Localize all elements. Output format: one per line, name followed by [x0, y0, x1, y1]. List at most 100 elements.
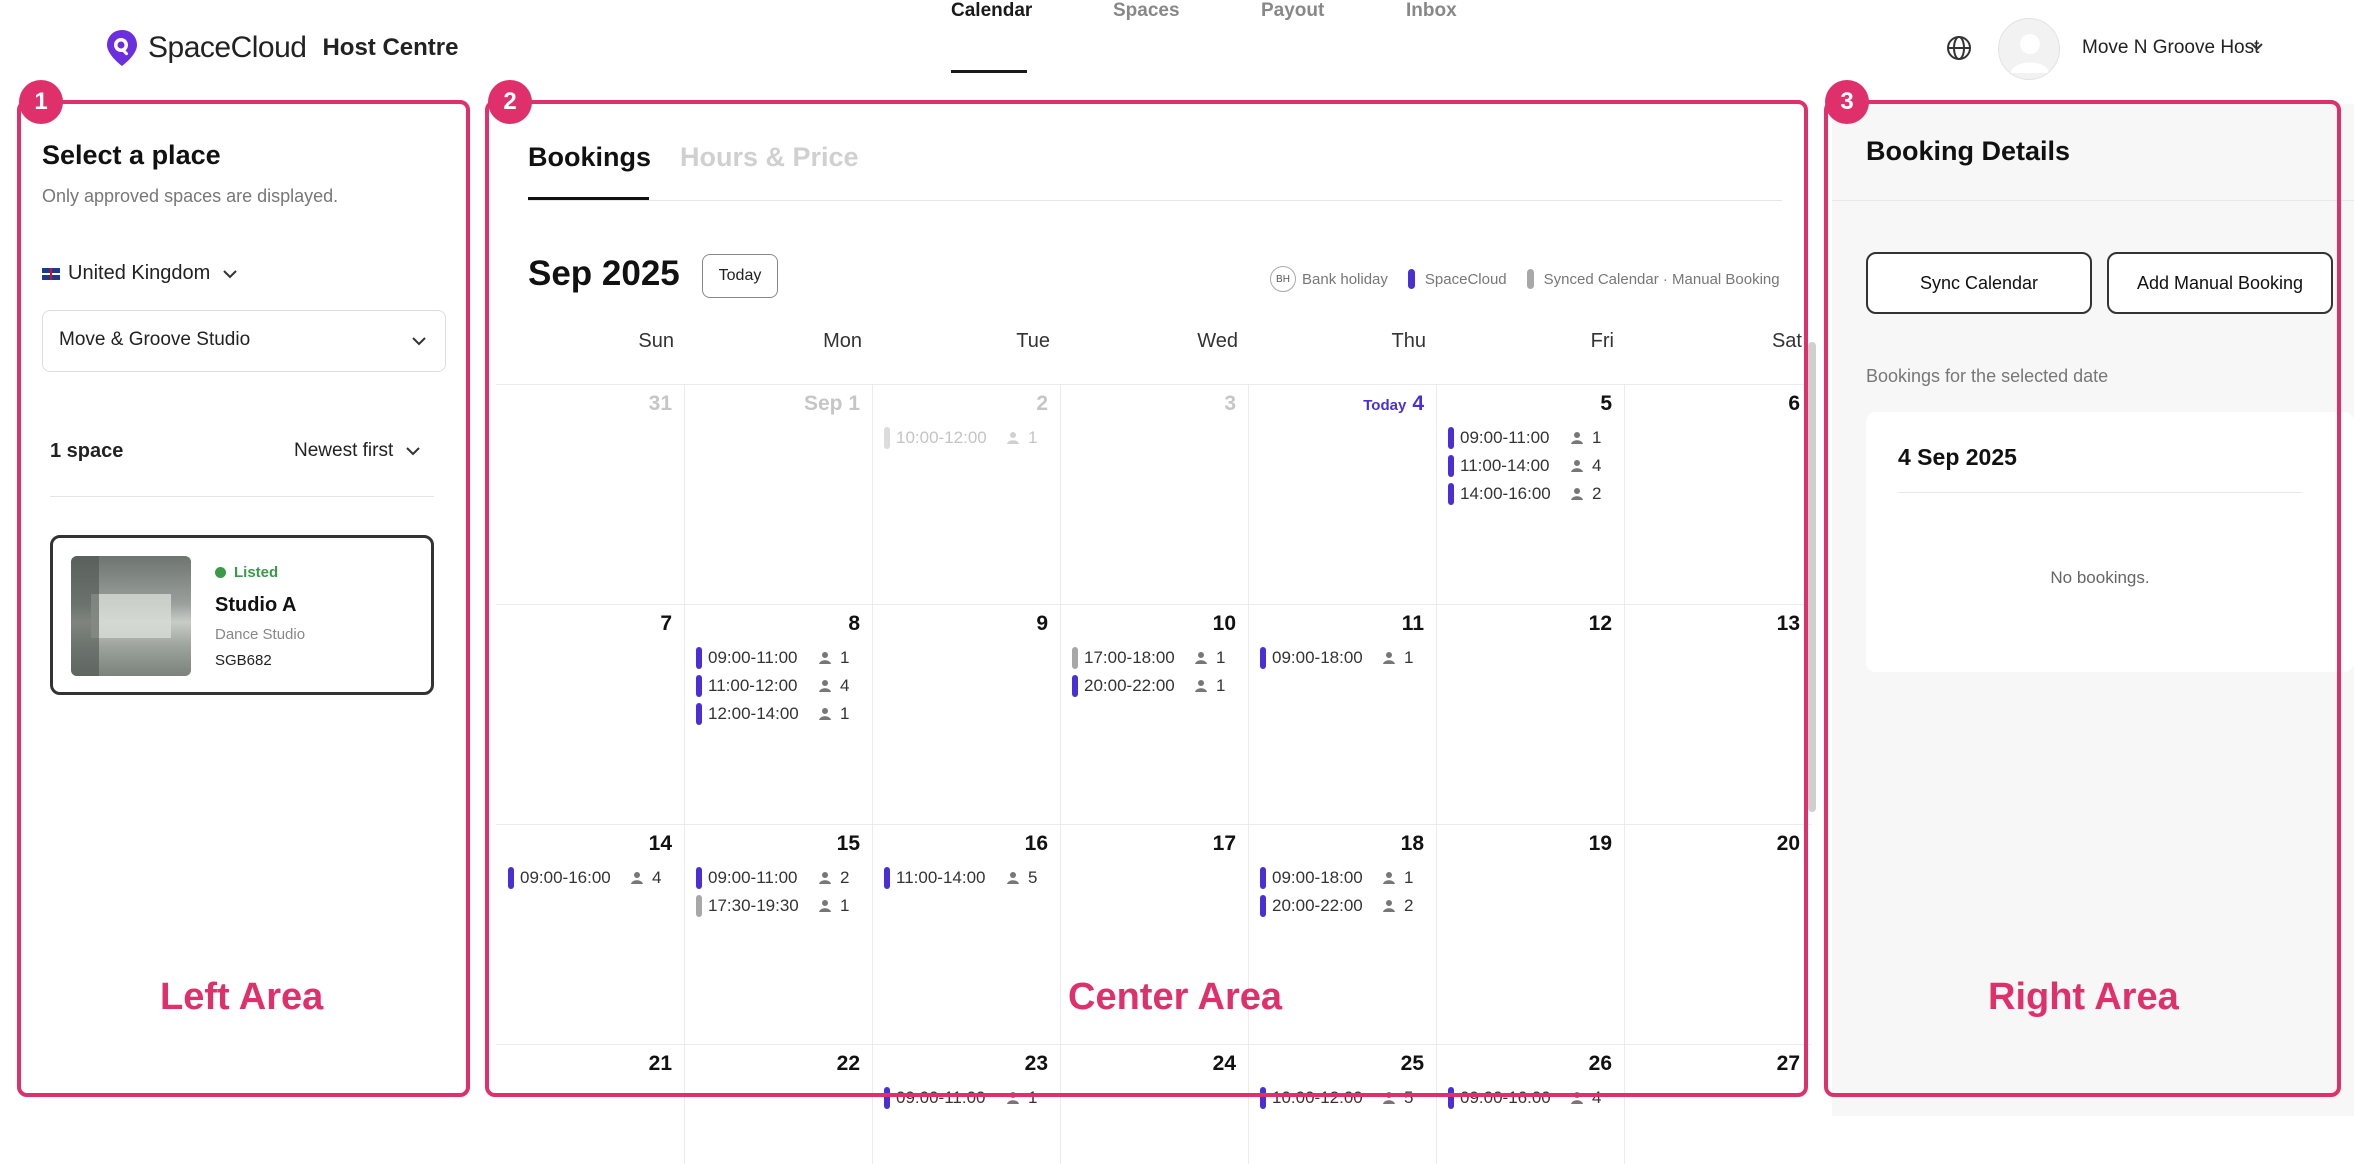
- calendar-day-cell[interactable]: Sep 1: [684, 384, 872, 604]
- synced-booking-marker: [1072, 647, 1078, 669]
- booking-time: 20:00-22:00: [1084, 676, 1175, 695]
- country-selector[interactable]: United Kingdom: [42, 262, 238, 285]
- booking-entry[interactable]: 09:00-11:00 1: [1448, 426, 1628, 450]
- booking-entry[interactable]: 20:00-22:00 1: [1072, 674, 1252, 698]
- add-manual-booking-button[interactable]: Add Manual Booking: [2107, 252, 2333, 314]
- day-number: 2: [1036, 392, 1048, 415]
- calendar-day-cell[interactable]: 11 09:00-18:00 1: [1248, 604, 1436, 824]
- calendar-day-cell[interactable]: 2 10:00-12:00 1: [872, 384, 1060, 604]
- day-number: 23: [1024, 1052, 1048, 1075]
- calendar-day-cell[interactable]: 21: [496, 1044, 684, 1164]
- today-marker: Today: [1363, 397, 1407, 414]
- day-number: 16: [1024, 832, 1048, 855]
- area-badge-3: 3: [1825, 80, 1869, 124]
- calendar-day-cell[interactable]: 12: [1436, 604, 1624, 824]
- booking-entry[interactable]: 20:00-22:00 2: [1260, 894, 1440, 918]
- place-select[interactable]: Move & Groove Studio: [42, 310, 446, 372]
- booking-entry[interactable]: 11:00-14:00 5: [884, 866, 1064, 890]
- booking-time: 10:00-12:00: [1272, 1088, 1363, 1107]
- spacecloud-booking-marker: [1072, 675, 1078, 697]
- calendar-day-cell[interactable]: 17: [1060, 824, 1248, 1044]
- calendar-day-cell[interactable]: 20: [1624, 824, 1812, 1044]
- spacecloud-booking-marker: [1260, 867, 1266, 889]
- day-number: 26: [1588, 1052, 1612, 1075]
- tab-hours-price[interactable]: Hours & Price: [680, 142, 859, 172]
- booking-entry[interactable]: 09:00-18:00 1: [1260, 646, 1440, 670]
- nav-payout[interactable]: Payout: [1261, 0, 1325, 21]
- spacecloud-color-swatch: [1407, 269, 1415, 289]
- logo[interactable]: SpaceCloud Host Centre: [104, 28, 458, 68]
- calendar-scrollbar[interactable]: [1808, 342, 1816, 812]
- globe-icon[interactable]: [1945, 34, 1973, 62]
- guest-count: 1: [1404, 648, 1414, 667]
- chevron-down-icon[interactable]: [2250, 40, 2264, 54]
- booking-time: 10:00-12:00: [896, 428, 987, 447]
- calendar-day-cell[interactable]: 5 09:00-11:00 1 11:00-14:00 4 14:00-16:00 2: [1436, 384, 1624, 604]
- day-number: 7: [660, 612, 672, 635]
- booking-entry[interactable]: 09:00-11:00 1: [696, 646, 876, 670]
- booking-entry[interactable]: 12:00-14:00 1: [696, 702, 876, 726]
- center-area-label: Center Area: [1068, 976, 1283, 1018]
- calendar-day-cell[interactable]: Today 4: [1248, 384, 1436, 604]
- booking-entry[interactable]: 10:00-12:00 5: [1260, 1086, 1440, 1110]
- booking-entry[interactable]: 10:00-12:00 1: [884, 426, 1064, 450]
- empty-state-text: No bookings.: [2050, 568, 2150, 587]
- calendar-day-cell[interactable]: 13: [1624, 604, 1812, 824]
- guest-count: 1: [1216, 648, 1226, 667]
- booking-entry[interactable]: 17:30-19:30 1: [696, 894, 876, 918]
- nav-calendar[interactable]: Calendar: [951, 0, 1033, 21]
- booking-entry[interactable]: 14:00-16:00 2: [1448, 482, 1628, 506]
- booking-time: 09:00-16:00: [1460, 1088, 1551, 1107]
- calendar-day-cell[interactable]: 23 09:00-11:00 1: [872, 1044, 1060, 1164]
- sync-calendar-button[interactable]: Sync Calendar: [1866, 252, 2092, 314]
- grid-line: [1248, 384, 1249, 1164]
- day-number: 9: [1036, 612, 1048, 635]
- calendar-day-cell[interactable]: 3: [1060, 384, 1248, 604]
- day-number: 17: [1212, 832, 1236, 855]
- booking-entry[interactable]: 11:00-14:00 4: [1448, 454, 1628, 478]
- booking-time: 09:00-18:00: [1272, 648, 1363, 667]
- calendar-day-cell[interactable]: 26 09:00-16:00 4: [1436, 1044, 1624, 1164]
- calendar-day-cell[interactable]: 9: [872, 604, 1060, 824]
- booking-entry[interactable]: 09:00-18:00 1: [1260, 866, 1440, 890]
- calendar-day-cell[interactable]: 19: [1436, 824, 1624, 1044]
- calendar-day-cell[interactable]: 15 09:00-11:00 2 17:30-19:30 1: [684, 824, 872, 1044]
- booking-entry[interactable]: 09:00-16:00 4: [508, 866, 688, 890]
- status-text: Listed: [234, 564, 279, 581]
- booking-entry[interactable]: 11:00-12:00 4: [696, 674, 876, 698]
- calendar-day-cell[interactable]: 22: [684, 1044, 872, 1164]
- calendar-day-cell[interactable]: 24: [1060, 1044, 1248, 1164]
- person-icon: [1383, 652, 1395, 664]
- nav-spaces[interactable]: Spaces: [1113, 0, 1180, 21]
- booking-entry[interactable]: 09:00-11:00 2: [696, 866, 876, 890]
- grid-line: [684, 384, 685, 1164]
- person-icon: [1383, 872, 1395, 884]
- place-select-value: Move & Groove Studio: [59, 329, 251, 350]
- calendar-day-cell[interactable]: 18 09:00-18:00 1 20:00-22:00 2: [1248, 824, 1436, 1044]
- today-button[interactable]: Today: [702, 254, 778, 298]
- calendar-day-cell[interactable]: 8 09:00-11:00 1 11:00-12:00 4 12:00-14:00 1: [684, 604, 872, 824]
- calendar-day-cell[interactable]: 16 11:00-14:00 5: [872, 824, 1060, 1044]
- nav-inbox[interactable]: Inbox: [1406, 0, 1457, 21]
- guest-count: 1: [1216, 676, 1226, 695]
- tab-bookings[interactable]: Bookings: [528, 142, 652, 172]
- calendar-day-cell[interactable]: 10 17:00-18:00 1 20:00-22:00 1: [1060, 604, 1248, 824]
- booking-entry[interactable]: 17:00-18:00 1: [1072, 646, 1252, 670]
- calendar-day-cell[interactable]: 14 09:00-16:00 4: [496, 824, 684, 1044]
- calendar-day-cell[interactable]: 7: [496, 604, 684, 824]
- user-avatar-icon[interactable]: [1998, 18, 2060, 80]
- day-number: 20: [1776, 832, 1800, 855]
- area-badge-2: 2: [488, 80, 532, 124]
- weekday-header: Fri: [1590, 330, 1614, 352]
- space-card[interactable]: Listed Studio A Dance Studio SGB682: [50, 535, 434, 695]
- calendar-day-cell[interactable]: 31: [496, 384, 684, 604]
- calendar-day-cell[interactable]: 27: [1624, 1044, 1812, 1164]
- booking-details-title: Booking Details: [1866, 136, 2071, 166]
- booking-time: 09:00-11:00: [708, 648, 798, 667]
- calendar-day-cell[interactable]: 25 10:00-12:00 5: [1248, 1044, 1436, 1164]
- right-area-frame: [1824, 100, 2341, 1097]
- sort-dropdown[interactable]: Newest first: [294, 440, 421, 462]
- user-menu-name[interactable]: Move N Groove Host: [2082, 37, 2260, 58]
- calendar-day-cell[interactable]: 6: [1624, 384, 1812, 604]
- status-dot-icon: [215, 567, 226, 578]
